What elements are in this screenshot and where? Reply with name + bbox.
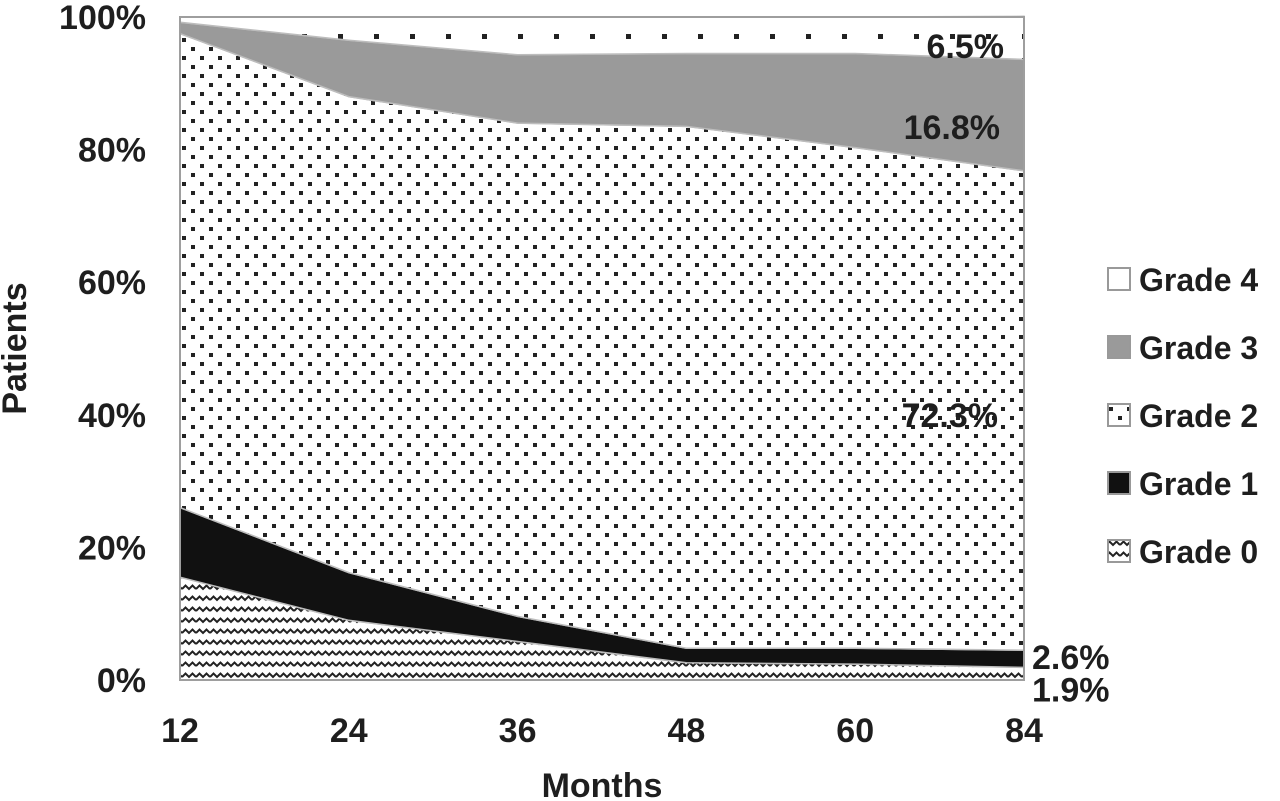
legend-swatch-grade-4: [1107, 267, 1131, 291]
legend-label-grade-0: Grade 0: [1139, 534, 1258, 570]
x-tick-label: 48: [667, 712, 705, 750]
legend-label-grade-3: Grade 3: [1139, 330, 1258, 366]
annotation-grade-3: 16.8%: [904, 109, 1000, 147]
x-tick-label: 24: [330, 712, 368, 750]
legend-swatch-grade-1: [1107, 471, 1131, 495]
legend-swatch-grade-0: [1107, 539, 1131, 563]
x-tick-label: 60: [836, 712, 874, 750]
annotation-grade-4: 6.5%: [927, 28, 1005, 66]
y-tick-label: 60%: [78, 264, 146, 302]
areas-layer: [179, 15, 1025, 681]
y-tick-label: 40%: [78, 397, 146, 435]
y-tick-label: 0%: [97, 662, 146, 700]
legend-label-grade-2: Grade 2: [1139, 398, 1258, 434]
legend-swatch-grade-2: [1107, 403, 1131, 427]
x-tick-label: 12: [161, 712, 199, 750]
legend: Grade 4 Grade 3 Grade 2 Grade 1 Grade 0: [1107, 262, 1258, 570]
x-axis-title: Months: [542, 767, 663, 801]
x-tick-label: 36: [499, 712, 537, 750]
y-tick-label: 20%: [78, 529, 146, 567]
legend-swatch-grade-3: [1107, 335, 1131, 359]
y-axis-title: Patients: [0, 282, 34, 414]
y-axis-ticks: 0% 20% 40% 60% 80% 100%: [59, 0, 146, 700]
annotation-grade-0: 1.9%: [1032, 672, 1110, 710]
legend-label-grade-4: Grade 4: [1139, 262, 1258, 298]
annotation-grade-1: 2.6%: [1032, 639, 1110, 677]
plot-frame: [179, 16, 1025, 681]
y-tick-label: 100%: [59, 0, 146, 37]
legend-label-grade-1: Grade 1: [1139, 466, 1258, 502]
value-annotations: 6.5% 16.8% 72.3% 2.6%1.9%: [902, 28, 1110, 710]
annotation-grade-2: 72.3%: [902, 397, 998, 435]
x-tick-label: 84: [1005, 712, 1043, 750]
x-axis-ticks: 12 24 36 48 60 84: [161, 712, 1043, 750]
y-tick-label: 80%: [78, 132, 146, 170]
